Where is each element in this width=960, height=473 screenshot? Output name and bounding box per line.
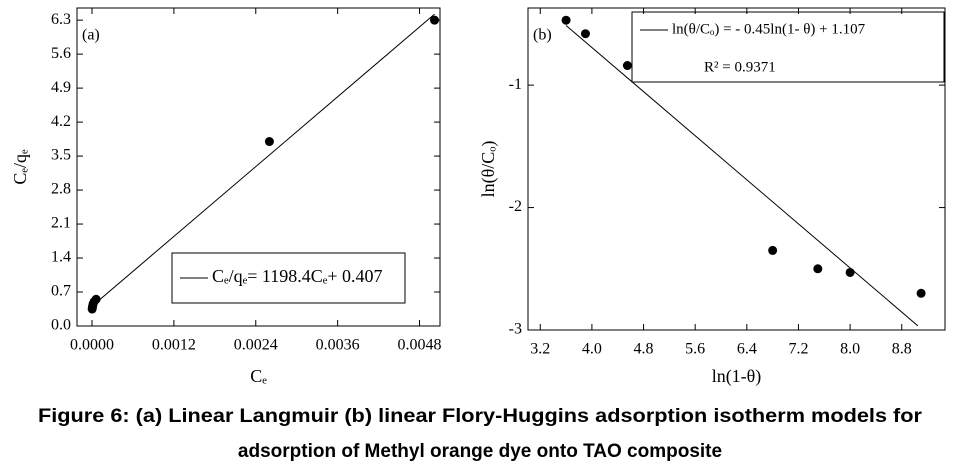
legend-label: Cₑ/qₑ= 1198.4Cₑ+ 0.407 xyxy=(212,266,383,286)
x-tick-label: 4.0 xyxy=(582,341,602,358)
x-axis-label: ln(1-θ) xyxy=(712,366,762,387)
x-tick-label: 4.8 xyxy=(634,341,654,358)
y-tick-label: -3 xyxy=(509,321,522,338)
x-tick-label: 3.2 xyxy=(530,341,550,358)
x-tick-label: 0.0000 xyxy=(70,337,114,354)
y-tick-label: -2 xyxy=(509,198,522,215)
y-tick-label: 6.3 xyxy=(51,11,71,28)
x-tick-label: 0.0012 xyxy=(152,337,196,354)
caption-line: Figure 6: (a) Linear Langmuir (b) linear… xyxy=(38,406,923,427)
data-point xyxy=(916,288,926,298)
y-axis-label: Cₑ/qₑ xyxy=(10,149,30,185)
legend-box xyxy=(631,11,945,83)
x-tick-label: 5.6 xyxy=(685,341,705,358)
data-point xyxy=(768,245,778,255)
y-tick-label: 3.5 xyxy=(51,147,71,164)
caption-line: adsorption of Methyl orange dye onto TAO… xyxy=(238,441,722,462)
data-point xyxy=(622,61,632,71)
panel-label: (b) xyxy=(533,27,552,44)
x-tick-label: 8.0 xyxy=(840,341,860,358)
y-axis-label: ln(θ/Cₒ) xyxy=(478,141,499,198)
y-tick-label: 1.4 xyxy=(51,249,71,266)
plot-frame xyxy=(76,7,441,327)
fit-line xyxy=(91,13,435,307)
y-tick-label: 0.7 xyxy=(51,283,71,300)
plot-frame xyxy=(527,7,946,331)
y-tick-label: 2.1 xyxy=(51,215,71,232)
fit-line xyxy=(565,25,919,327)
x-tick-label: 0.0048 xyxy=(398,337,442,354)
y-tick-label: 4.9 xyxy=(51,79,71,96)
y-tick-label: 2.8 xyxy=(51,181,71,198)
data-point xyxy=(91,294,101,304)
legend-label: ln(θ/Cₒ) = - 0.45ln(1- θ) + 1.107 xyxy=(672,21,866,37)
y-tick-label: 5.6 xyxy=(51,45,71,62)
x-tick-label: 8.8 xyxy=(892,341,912,358)
legend-note: R² = 0.9371 xyxy=(704,59,776,75)
panel-label: (a) xyxy=(82,27,100,44)
data-point xyxy=(264,137,274,147)
data-point xyxy=(561,15,571,25)
x-tick-label: 7.2 xyxy=(788,341,808,358)
x-tick-label: 0.0024 xyxy=(234,337,278,354)
data-point xyxy=(580,29,590,39)
y-tick-label: 0.0 xyxy=(51,317,71,334)
data-point xyxy=(430,15,440,25)
x-axis-label: Cₑ xyxy=(250,366,267,386)
x-tick-label: 6.4 xyxy=(737,341,757,358)
y-tick-label: -1 xyxy=(509,76,522,93)
legend-box xyxy=(171,252,406,304)
data-point xyxy=(813,264,823,274)
x-tick-label: 0.0036 xyxy=(316,337,360,354)
data-point xyxy=(845,267,855,277)
y-tick-label: 4.2 xyxy=(51,113,71,130)
